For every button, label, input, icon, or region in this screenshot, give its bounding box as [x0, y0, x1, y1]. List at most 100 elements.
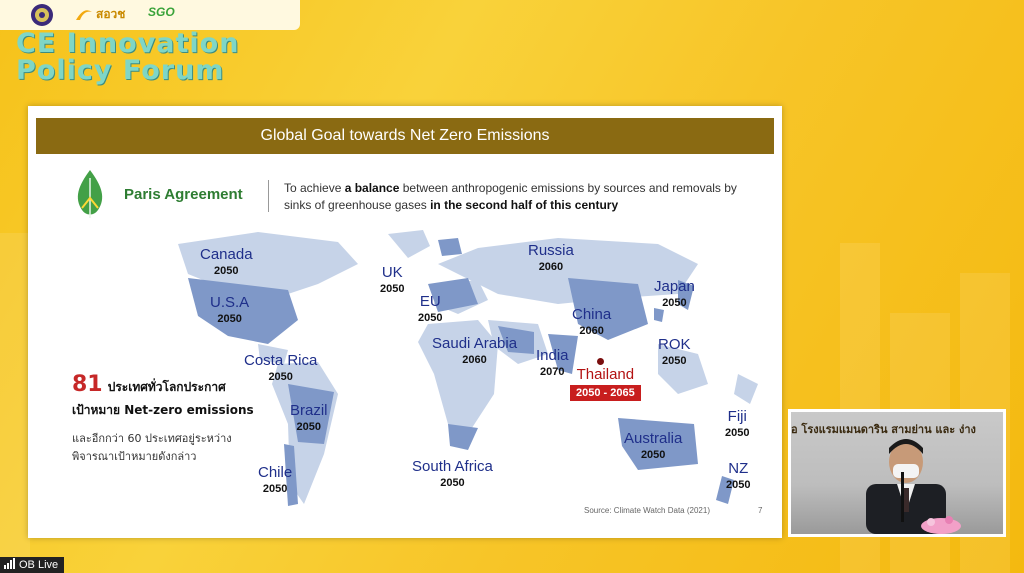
country-name: Thailand [576, 366, 635, 383]
world-map [178, 230, 758, 506]
country-label-brazil: Brazil 2050 [290, 402, 328, 433]
forum-title-line2: Policy Forum [16, 55, 225, 86]
country-name: Russia [528, 242, 574, 259]
paris-agreement-label: Paris Agreement [124, 186, 243, 203]
net-zero-stat-block: 81 ประเทศทั่วโลกประกาศ เป้าหมาย Net-zero… [72, 372, 262, 466]
target-year: 2060 [462, 354, 487, 366]
target-year: 2050 [725, 427, 750, 439]
paris-text-bold: in the second half of this century [430, 198, 619, 212]
country-name: China [572, 306, 612, 323]
presentation-slide: Global Goal towards Net Zero Emissions P… [28, 106, 782, 538]
country-name: NZ [728, 460, 749, 477]
map-region-chile [284, 444, 298, 506]
map-region-north-america-north [178, 232, 358, 294]
target-year: 2050 [217, 313, 242, 325]
country-label-costa-rica: Costa Rica 2050 [244, 352, 317, 383]
country-name: Japan [654, 278, 695, 295]
stat-line1: ประเทศทั่วโลกประกาศ [107, 380, 226, 394]
map-region-australia [618, 418, 698, 470]
target-year: 2050 [214, 265, 239, 277]
map-region-eu [428, 278, 478, 312]
target-year: 2070 [540, 366, 565, 378]
paris-divider [268, 180, 269, 212]
forum-title: CE Innovation Policy Forum [16, 30, 239, 84]
source-citation: Source: Climate Watch Data (2021) [584, 506, 710, 515]
map-region-japan [678, 280, 694, 310]
country-label-uk: UK 2050 [380, 264, 404, 295]
country-name: South Africa [412, 458, 493, 475]
forum-title-line1: CE Innovation [16, 28, 240, 59]
country-name: Chile [258, 464, 293, 481]
stat-line3-a: และอีกกว่า 60 ประเทศอยู่ระหว่าง [72, 432, 232, 445]
map-region-usa [188, 278, 298, 344]
country-label-nz: NZ 2050 [726, 460, 750, 491]
paris-text-part: To achieve [284, 181, 345, 195]
sorvor-logo-text: สอวช [96, 7, 126, 21]
target-year: 2050 [262, 483, 288, 495]
paris-text-bold: a balance [344, 181, 400, 195]
country-name: India [536, 347, 569, 364]
country-label-chile: Chile 2050 [258, 464, 292, 495]
map-region-china [568, 278, 648, 340]
country-name: EU [419, 293, 441, 310]
stat-number: 81 [72, 372, 103, 397]
thailand-marker [597, 358, 604, 365]
country-label-india: India 2070 [536, 347, 569, 378]
country-label-australia: Australia 2050 [624, 430, 682, 461]
map-region-nz [716, 476, 734, 504]
country-name: Saudi Arabia [432, 335, 518, 352]
live-badge: OB Live [0, 557, 65, 573]
map-region-central-america [258, 344, 288, 364]
target-year: 2050 [268, 371, 293, 383]
country-label-eu: EU 2050 [418, 293, 442, 324]
country-label-rok: ROK 2050 [658, 336, 691, 367]
country-label-south-africa: South Africa 2050 [412, 458, 493, 489]
map-region-brazil [288, 384, 334, 444]
target-year: 2050 [662, 355, 687, 367]
background-building [0, 233, 30, 573]
country-name: Canada [200, 246, 253, 263]
country-name: Brazil [290, 402, 328, 419]
target-year: 2060 [538, 261, 564, 273]
stat-line3-b: พิจารณาเป้าหมายดังกล่าว [72, 450, 197, 463]
target-year-badge: 2050 - 2065 [570, 385, 641, 401]
country-label-fiji: Fiji 2050 [725, 408, 749, 439]
map-region-south-africa [448, 424, 478, 450]
slide-page-number: 7 [758, 506, 763, 515]
target-year: 2050 [440, 477, 465, 489]
target-year: 2060 [579, 325, 604, 337]
country-name: ROK [658, 336, 691, 353]
target-year: 2050 [662, 297, 687, 309]
country-label-russia: Russia 2060 [528, 242, 574, 273]
map-region-uk [438, 238, 462, 256]
venue-sign-text: อ โรงแรมแมนดาริน สามย่าน และ ง่าง [791, 423, 976, 436]
country-name: UK [381, 264, 403, 281]
ministry-seal-icon [31, 4, 53, 26]
live-badge-label: OB Live [19, 559, 59, 571]
country-name: Fiji [727, 408, 747, 425]
stat-line2: เป้าหมาย Net-zero emissions [72, 403, 254, 417]
sponsor-logo-strip: สอวช SGO [0, 0, 300, 30]
target-year: 2050 [640, 449, 666, 461]
country-label-thailand: Thailand 2050 - 2065 [570, 366, 641, 401]
country-label-china: China 2060 [572, 306, 611, 337]
speaker-figure-icon [866, 439, 961, 534]
target-year: 2050 [380, 283, 405, 295]
map-region-india [548, 334, 578, 374]
country-name: Costa Rica [244, 352, 318, 369]
country-name: Australia [624, 430, 683, 447]
slide-header: Global Goal towards Net Zero Emissions [36, 118, 774, 154]
country-label-saudi-arabia: Saudi Arabia 2060 [432, 335, 517, 366]
target-year: 2050 [726, 479, 751, 491]
signal-bars-icon [4, 558, 15, 569]
map-region-africa [418, 320, 498, 434]
map-region-rok [654, 308, 664, 322]
country-label-usa: U.S.A 2050 [210, 294, 249, 325]
sgo-logo-text: SGO [148, 5, 175, 19]
country-label-japan: Japan 2050 [654, 278, 695, 309]
target-year: 2050 [296, 421, 321, 433]
sorvor-logo-icon [76, 10, 92, 20]
country-label-canada: Canada 2050 [200, 246, 253, 277]
paris-agreement-text: To achieve a balance between anthropogen… [284, 180, 764, 214]
country-name: U.S.A [210, 294, 250, 311]
